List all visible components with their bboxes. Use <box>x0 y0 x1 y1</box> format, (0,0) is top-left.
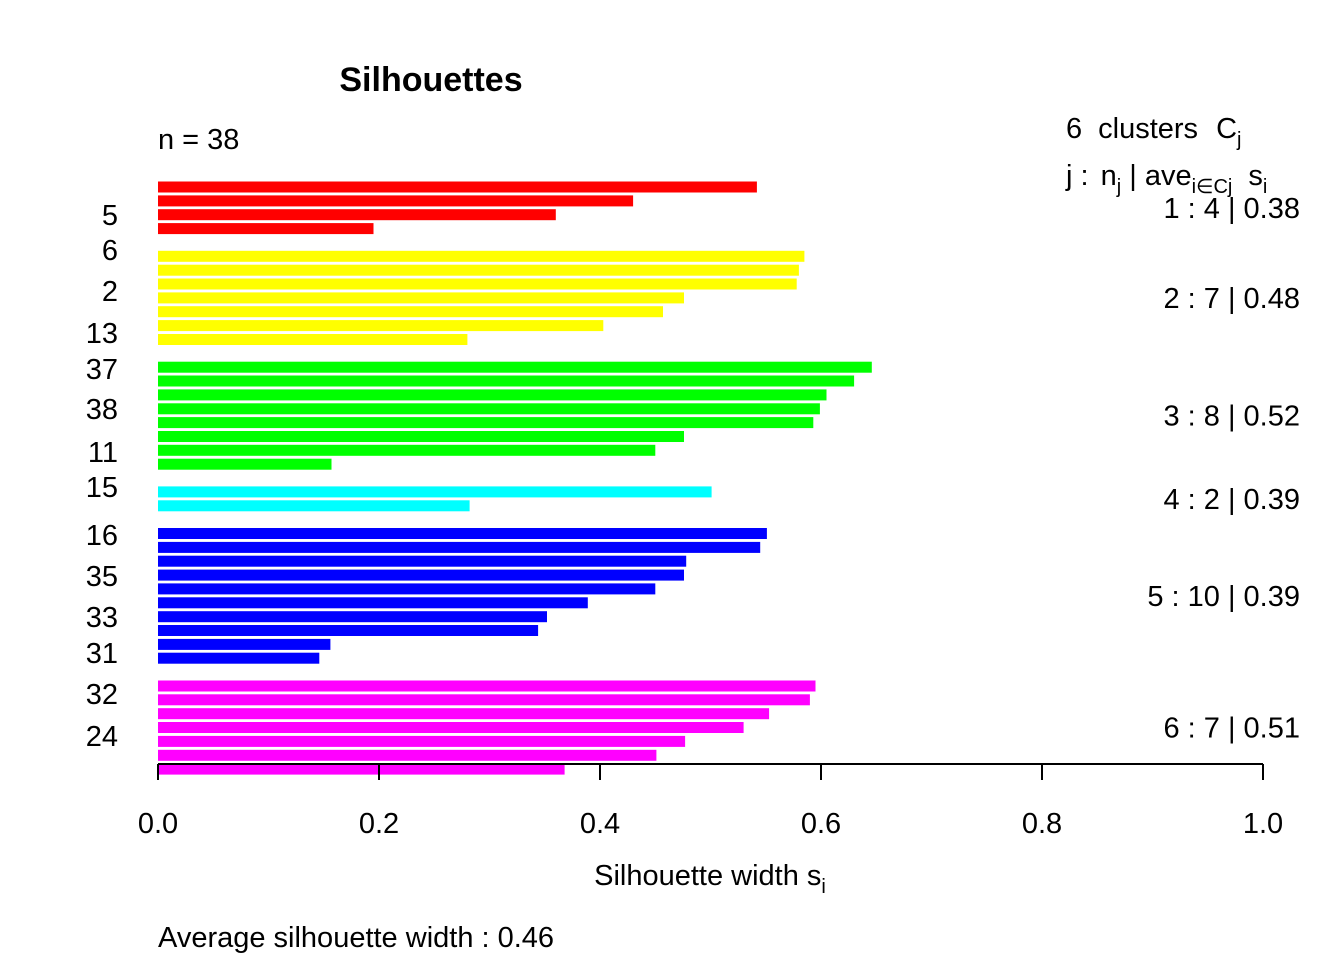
n-label: n = 38 <box>158 124 239 156</box>
silhouette-bar-c2-3 <box>158 278 797 290</box>
silhouette-bar-c5-7 <box>158 611 547 623</box>
silhouette-bar-c4-1 <box>158 486 712 498</box>
cluster-summary-6: 6 : 7 | 0.51 <box>1163 713 1300 745</box>
y-label: 32 <box>86 679 118 711</box>
silhouette-bar-c3-6 <box>158 431 684 442</box>
silhouette-bar-c2-5 <box>158 306 663 318</box>
y-label: 33 <box>86 602 118 634</box>
silhouette-bar-c5-6 <box>158 597 588 609</box>
silhouette-bar-c5-4 <box>158 569 684 581</box>
silhouette-bar-c2-2 <box>158 264 799 276</box>
y-label: 6 <box>102 235 118 267</box>
y-label: 38 <box>86 394 118 426</box>
y-label: 37 <box>86 354 118 386</box>
silhouette-bar-c6-4 <box>158 722 744 733</box>
silhouette-bar-c3-5 <box>158 417 814 429</box>
x-tick-label: 0.8 <box>1022 808 1062 840</box>
silhouette-bar-c3-1 <box>158 361 872 373</box>
cluster-summaries-group: 1 : 4 | 0.38 2 : 7 | 0.48 3 : 8 | 0.52 4 : … <box>1147 193 1300 745</box>
silhouette-bar-c6-5 <box>158 735 686 747</box>
cluster-summary-1: 1 : 4 | 0.38 <box>1163 193 1300 225</box>
silhouette-bar-c3-8 <box>158 458 332 470</box>
silhouette-bar-c5-5 <box>158 583 656 595</box>
silhouette-bar-c2-4 <box>158 292 684 304</box>
silhouette-bar-c3-2 <box>158 375 855 387</box>
x-tick-label: 0.4 <box>580 808 620 840</box>
silhouette-bar-c6-2 <box>158 694 810 706</box>
silhouette-bar-c5-2 <box>158 541 761 553</box>
silhouette-bar-c5-10 <box>158 652 320 664</box>
silhouette-bar-c6-6 <box>158 749 657 761</box>
silhouette-bar-c1-2 <box>158 195 634 207</box>
silhouette-bar-c1-1 <box>158 181 757 193</box>
x-axis: 0.0 0.2 0.4 0.6 0.8 1.0 <box>138 763 1283 840</box>
y-label: 15 <box>86 472 118 504</box>
silhouette-bar-c6-7 <box>158 763 565 775</box>
silhouette-bar-c3-3 <box>158 389 827 401</box>
cluster-summary-2: 2 : 7 | 0.48 <box>1163 283 1300 315</box>
silhouette-bar-c3-4 <box>158 403 820 415</box>
y-label: 16 <box>86 520 118 552</box>
silhouette-bar-c2-7 <box>158 334 468 345</box>
average-silhouette-footer: Average silhouette width : 0.46 <box>158 922 554 954</box>
x-axis-label: Silhouette width si <box>594 860 826 898</box>
silhouette-bar-c2-6 <box>158 320 604 332</box>
y-label: 35 <box>86 561 118 593</box>
x-tick-label: 0.2 <box>359 808 399 840</box>
silhouette-bar-c1-3 <box>158 209 556 221</box>
y-label: 13 <box>86 318 118 350</box>
silhouette-bar-c5-9 <box>158 638 331 650</box>
x-tick-label: 1.0 <box>1243 808 1283 840</box>
silhouette-bar-c6-3 <box>158 708 770 720</box>
silhouette-bar-c5-8 <box>158 625 539 636</box>
y-label: 31 <box>86 638 118 670</box>
legend-header-columns: j : nj | avei∈Cj si <box>1065 160 1267 198</box>
y-label: 24 <box>86 721 118 753</box>
silhouette-bar-c5-1 <box>158 528 767 539</box>
x-tick-label: 0.0 <box>138 808 178 840</box>
cluster-summary-3: 3 : 8 | 0.52 <box>1163 401 1300 433</box>
y-label: 5 <box>102 200 118 232</box>
bars-group <box>158 181 872 775</box>
silhouette-bar-c6-1 <box>158 680 816 692</box>
silhouette-bar-c2-1 <box>158 250 805 262</box>
x-tick-label: 0.6 <box>801 808 841 840</box>
chart-title: Silhouettes <box>339 61 522 99</box>
y-label: 2 <box>102 276 118 308</box>
silhouette-bar-c1-4 <box>158 223 374 235</box>
legend-header-clusters: 6 clusters Cj <box>1066 113 1241 151</box>
cluster-summary-4: 4 : 2 | 0.39 <box>1163 484 1300 516</box>
silhouette-bar-c4-2 <box>158 500 470 512</box>
cluster-summary-5: 5 : 10 | 0.39 <box>1147 581 1300 613</box>
silhouette-bar-c5-3 <box>158 555 687 567</box>
y-label: 11 <box>88 437 118 469</box>
silhouette-bar-c3-7 <box>158 444 656 456</box>
